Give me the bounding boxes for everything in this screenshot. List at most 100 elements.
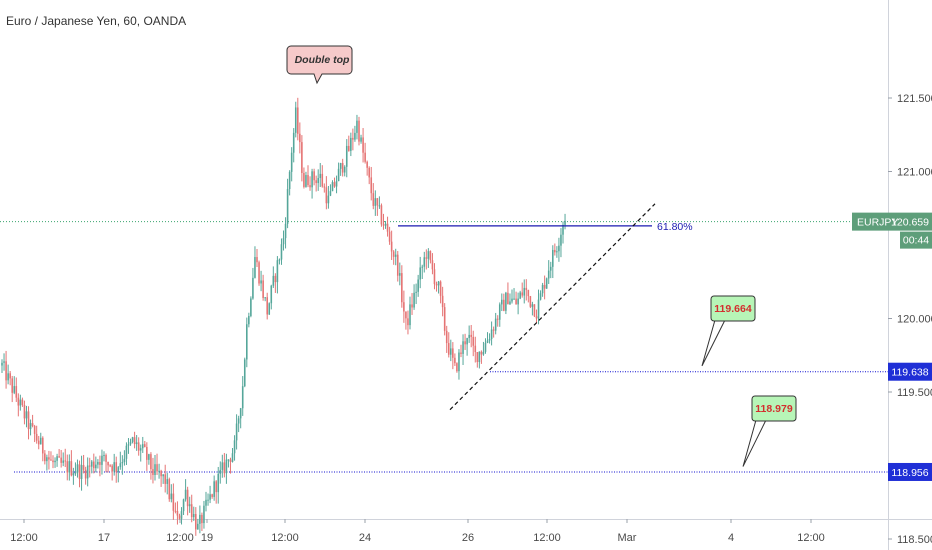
candle-body: [327, 195, 330, 204]
candle-body: [1, 362, 3, 366]
candle-body: [384, 223, 387, 226]
candle-body: [13, 386, 16, 393]
candle-body: [392, 251, 395, 257]
candle-body: [556, 251, 558, 253]
level-price-tag-label: 118.956: [891, 467, 928, 479]
candle-body: [23, 405, 26, 419]
candle-body: [50, 459, 52, 461]
candle-body: [205, 499, 207, 506]
candle-body: [76, 464, 79, 473]
candle-body: [411, 304, 413, 308]
candle-body: [266, 297, 268, 315]
candle-body: [439, 281, 442, 296]
candle-body: [368, 167, 370, 178]
candle-body: [466, 338, 468, 345]
candle-body: [227, 459, 230, 461]
candle-body: [370, 177, 373, 194]
candle-body: [213, 481, 215, 497]
candle-body: [450, 348, 452, 355]
candle-body: [545, 278, 548, 289]
candle-body: [131, 437, 134, 442]
candle-body: [252, 277, 254, 299]
candle-body: [290, 152, 293, 172]
x-tick-label: 26: [462, 532, 474, 544]
y-tick-label: 120.000: [897, 314, 932, 326]
candle-body: [364, 152, 366, 162]
candle-body: [164, 474, 166, 484]
candle-body: [331, 182, 334, 192]
price-callout[interactable]: 118.979: [742, 395, 797, 467]
candle-body: [141, 444, 144, 449]
candle-body: [345, 145, 348, 167]
candle-body: [284, 223, 287, 239]
candle-body: [119, 463, 122, 468]
candle-body: [66, 461, 69, 473]
candle-body: [329, 191, 332, 196]
trendline[interactable]: [449, 203, 656, 411]
candle-body: [256, 257, 258, 263]
candle-body: [176, 511, 179, 516]
candle-body: [456, 363, 458, 372]
x-tick-label: 19: [201, 532, 213, 544]
candle-body: [117, 467, 120, 472]
candle-body: [219, 469, 222, 474]
candle-body: [233, 440, 236, 454]
candle-body: [539, 293, 542, 300]
candle-body: [309, 185, 311, 188]
candle-body: [468, 334, 470, 339]
candle-body: [547, 270, 550, 279]
candle-body: [343, 166, 346, 173]
candle-body: [529, 296, 532, 307]
candle-body: [188, 504, 191, 507]
candle-body: [160, 470, 162, 477]
time-axis: 12:00 17 12:00 19 12:00 24 26 12:00 Mar 4 12:00: [10, 519, 825, 544]
candle-body: [537, 299, 540, 319]
candle-body: [335, 181, 338, 187]
candle-body: [39, 437, 42, 445]
candle-body: [315, 180, 317, 184]
candle-body: [56, 456, 58, 461]
candle-body: [427, 251, 430, 259]
candle-body: [113, 462, 115, 472]
candle-body: [156, 464, 158, 472]
price-callout[interactable]: 119.664: [701, 295, 756, 367]
candle-body: [148, 454, 150, 460]
candle-body: [484, 342, 487, 352]
candle-body: [60, 457, 62, 463]
candle-body: [523, 287, 526, 296]
candle-body: [52, 460, 54, 463]
price-axis: 121.500 121.000 120.000 119.500 118.500 119.6…: [852, 93, 932, 546]
candle-body: [229, 459, 232, 462]
candle-body: [348, 145, 350, 151]
candle-body: [519, 292, 521, 299]
callout-pointer: [701, 319, 726, 367]
candle-body: [195, 513, 197, 530]
candle-body: [507, 292, 509, 305]
candle-body: [270, 285, 273, 304]
candle-body: [168, 479, 171, 500]
y-tick-label: 121.500: [897, 93, 932, 105]
y-tick-label: 121.000: [897, 167, 932, 179]
candle-body: [137, 442, 140, 451]
candle-body: [341, 163, 344, 173]
candle-body: [272, 275, 275, 286]
candle-body: [139, 448, 142, 451]
candle-body: [554, 249, 556, 253]
candle-body: [533, 304, 536, 317]
candle-body: [409, 304, 411, 326]
candle-body: [217, 473, 220, 493]
candle-body: [552, 249, 554, 267]
double-top-callout[interactable]: Double top: [286, 45, 353, 85]
candle-body: [486, 340, 489, 343]
candle-body: [490, 329, 493, 339]
drawings: 61.80% Double top 119.664 118.979: [286, 45, 797, 467]
candle-body: [372, 193, 375, 206]
candle-body: [311, 171, 313, 188]
candle-body: [390, 241, 393, 252]
candle-body: [297, 107, 299, 134]
candle-body: [415, 291, 417, 293]
countdown-tag: [900, 231, 932, 249]
